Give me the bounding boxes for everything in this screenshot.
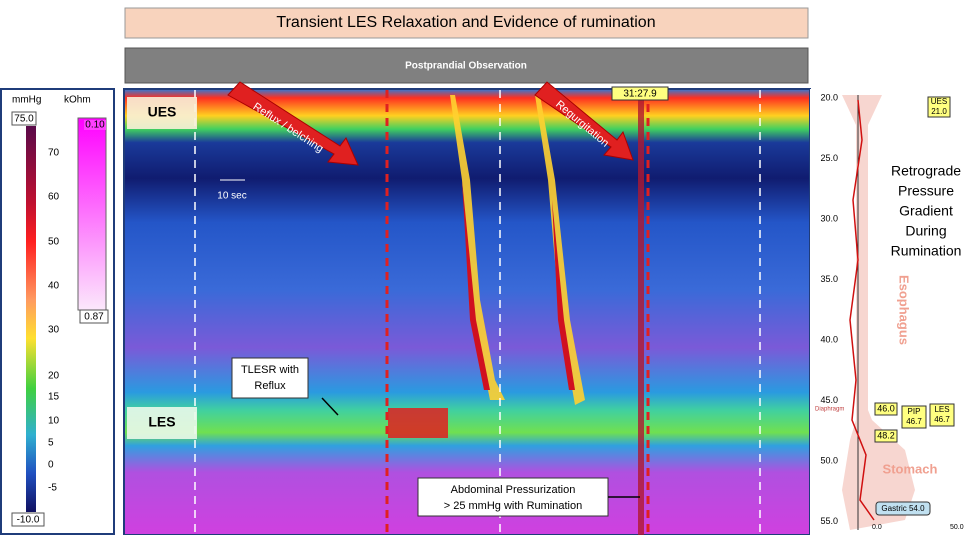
tag-text: 48.2 xyxy=(877,430,895,440)
depth-label: 55.0 xyxy=(820,516,838,526)
arrow xyxy=(534,81,634,161)
imp-box xyxy=(79,309,109,324)
tag-text: Gastric 54.0 xyxy=(881,504,925,513)
subtitle-box xyxy=(124,47,809,84)
wave-core xyxy=(552,200,575,390)
tag xyxy=(927,96,951,118)
note: Reflux xyxy=(254,380,286,392)
heatmap xyxy=(123,88,811,535)
colorbar xyxy=(26,126,36,512)
profile-note: Retrograde xyxy=(891,163,961,179)
min-box xyxy=(11,512,45,527)
impedance-bar xyxy=(77,117,107,311)
note: > 25 mmHg with Rumination xyxy=(444,500,582,512)
depth-label: 40.0 xyxy=(820,334,838,344)
label-box xyxy=(127,97,197,129)
colorbar-tick: -5 xyxy=(48,483,57,494)
colorbar-tick: 20 xyxy=(48,371,60,382)
timestamp: 31:27.9 xyxy=(623,89,657,100)
tag xyxy=(874,402,898,416)
unit: mmHg xyxy=(12,95,41,106)
note-box xyxy=(231,357,309,399)
min: -10.0 xyxy=(17,515,40,526)
profile-note: During xyxy=(905,223,946,239)
max-box xyxy=(11,111,37,126)
title-box xyxy=(124,7,809,39)
time-box xyxy=(611,86,669,101)
x-label: 0.0 xyxy=(872,524,882,531)
tag xyxy=(929,403,955,427)
subtitle: Postprandial Observation xyxy=(405,61,527,72)
colorbar-tick: 70 xyxy=(48,148,60,159)
tag-text: 46.7 xyxy=(906,417,922,426)
depth-label: 20.0 xyxy=(820,92,838,102)
tag xyxy=(875,501,931,516)
colorbar-tick: 10 xyxy=(48,416,60,427)
colorbar-tick: 50 xyxy=(48,237,60,248)
les-label: LES xyxy=(148,414,175,430)
tag xyxy=(874,429,898,443)
note: TLESR with xyxy=(241,364,299,376)
wave xyxy=(450,95,505,400)
depth-label: 50.0 xyxy=(820,455,838,465)
arrow xyxy=(227,81,359,166)
tag-text: 46.7 xyxy=(934,415,950,424)
column xyxy=(638,95,644,535)
anatomy-label: Stomach xyxy=(883,461,938,476)
tag-text: UES xyxy=(931,97,947,106)
pointer xyxy=(321,397,339,416)
profile-note: Gradient xyxy=(899,203,953,219)
tag-text: PIP xyxy=(908,407,921,416)
wave-core xyxy=(462,180,490,390)
label-box xyxy=(127,407,197,439)
note: Abdominal Pressurization xyxy=(451,484,576,496)
imp-max: 0.10 xyxy=(85,120,105,131)
wave xyxy=(535,95,585,405)
tag-text: LES xyxy=(934,405,949,414)
colorbar-tick: 60 xyxy=(48,192,60,203)
max: 75.0 xyxy=(14,114,34,125)
colorbar-tick: 30 xyxy=(48,325,60,336)
tag xyxy=(901,405,927,429)
unit: kOhm xyxy=(64,95,91,106)
anatomy-label: Esophagus xyxy=(897,275,912,345)
depth-label: 35.0 xyxy=(820,274,838,284)
title: Transient LES Relaxation and Evidence of… xyxy=(276,14,655,31)
imp-min: 0.87 xyxy=(84,312,104,323)
tag-text: 21.0 xyxy=(931,107,947,116)
x-label: 50.0 xyxy=(950,524,964,531)
imp-box xyxy=(84,120,106,130)
les-high xyxy=(388,408,448,438)
depth-label: 25.0 xyxy=(820,153,838,163)
pressure-trace xyxy=(849,99,875,521)
profile-note: Pressure xyxy=(898,183,954,199)
depth-label: 45.0 xyxy=(820,395,838,405)
anatomy xyxy=(842,95,915,530)
scale-label: 10 sec xyxy=(217,191,246,202)
colorbar-tick: 40 xyxy=(48,281,60,292)
tag-text: 46.0 xyxy=(877,403,895,413)
profile-note: Rumination xyxy=(891,243,962,259)
ues-label: UES xyxy=(148,104,177,120)
colorbar-tick: 0 xyxy=(48,460,54,471)
depth-label: 30.0 xyxy=(820,213,838,223)
colorbar-tick: 5 xyxy=(48,438,54,449)
diaphragm: Diaphragm xyxy=(815,407,844,413)
colorbar-tick: 15 xyxy=(48,392,60,403)
